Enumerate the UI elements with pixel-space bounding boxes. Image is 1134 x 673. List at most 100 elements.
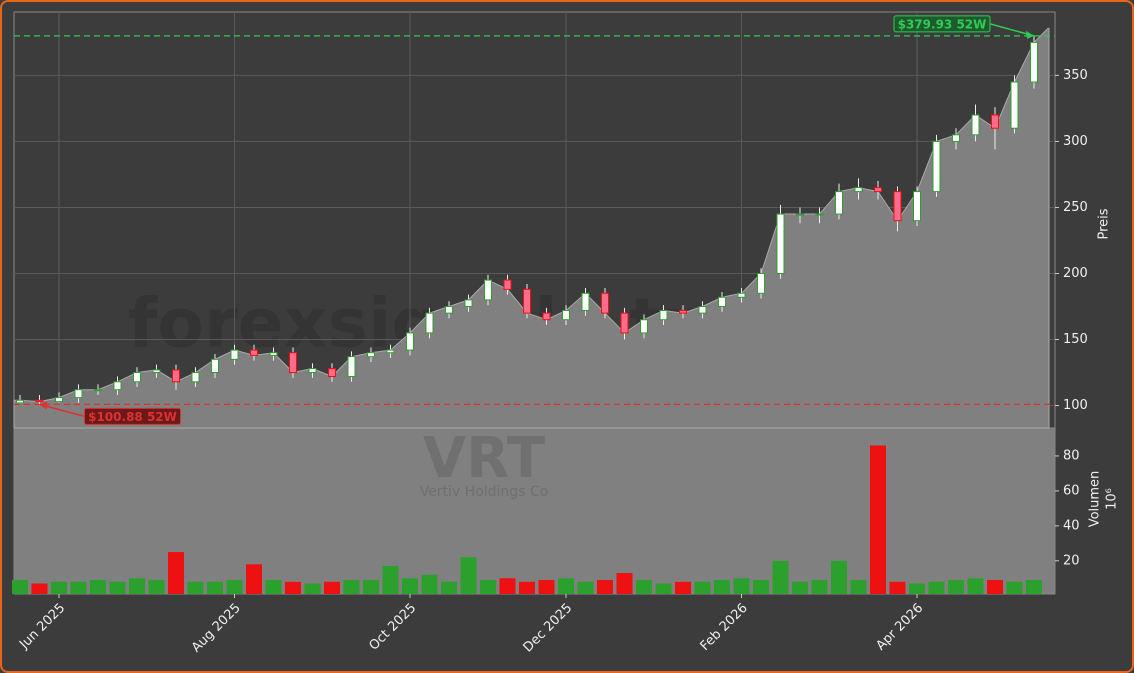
volume-bar (577, 581, 594, 594)
candle-body (562, 309, 570, 321)
annotation-box (893, 15, 991, 33)
volume-bar (12, 580, 28, 594)
volume-bar (70, 581, 87, 594)
candle-body (347, 356, 356, 377)
volume-bar (597, 580, 613, 594)
volume-bar (831, 560, 847, 594)
x-tick-label: Dec 2025 (521, 601, 576, 656)
volume-bar (402, 578, 418, 594)
volume-bar (421, 574, 438, 594)
candle-body (1030, 41, 1038, 83)
candle-body (425, 312, 434, 334)
x-tick-label: Oct 2025 (366, 601, 419, 654)
volume-bar (987, 580, 1003, 594)
candle-body (211, 358, 219, 374)
candle-body (35, 399, 44, 403)
volume-bar (382, 566, 399, 594)
volume-bar (909, 583, 925, 594)
x-tick-label: Apr 2026 (873, 601, 926, 654)
volume-bar (324, 581, 340, 594)
volume-bar (460, 557, 477, 594)
candle-body (94, 389, 102, 392)
candle-body (445, 306, 453, 314)
candle-body (464, 299, 473, 308)
candle-body (367, 352, 375, 358)
y2-tick-label: 60 (1063, 483, 1080, 498)
candle-body (289, 352, 297, 374)
y-tick-label: 300 (1063, 134, 1088, 149)
volume-bar (1006, 581, 1023, 594)
volume-bar (499, 578, 516, 594)
candle-body (191, 372, 200, 383)
candle-body (230, 349, 239, 360)
candle-body (776, 213, 785, 274)
candle-body (971, 114, 980, 136)
volume-bar (207, 581, 223, 594)
y2-axis-label: Volumen (1088, 471, 1103, 528)
candle-body (913, 191, 921, 222)
candle-body (250, 349, 258, 356)
candle-body (1010, 81, 1019, 129)
candle-body (679, 309, 687, 314)
volume-bar (109, 581, 126, 594)
y2-axis-exponent: 10⁶ (1105, 488, 1120, 510)
candle-body (269, 352, 278, 356)
annotation-label: $379.93 52W (898, 17, 987, 31)
volume-bar (148, 580, 165, 594)
volume-bar (694, 581, 711, 594)
volume-bar (480, 580, 496, 594)
volume-bar (636, 580, 652, 594)
candle-body (932, 140, 941, 193)
arrow-head (39, 401, 48, 410)
candle-body (854, 187, 863, 193)
candle-body (328, 368, 336, 377)
volume-bar (889, 581, 906, 594)
candle-body (172, 369, 180, 383)
candle-body (620, 312, 629, 334)
volume-bar (304, 583, 321, 594)
candle-body (640, 319, 648, 334)
annotation: $100.88 52W (39, 401, 181, 425)
volume-bar (187, 581, 204, 594)
volume-bar (928, 581, 945, 594)
y2-tick-label: 20 (1063, 553, 1080, 568)
x-tick-label: Aug 2025 (189, 601, 244, 656)
volume-bar (1026, 580, 1042, 594)
candle-body (308, 368, 317, 374)
y2-tick-label: 80 (1063, 448, 1080, 463)
y-tick-label: 250 (1063, 200, 1088, 215)
volume-bar (246, 564, 262, 594)
candle-body (406, 332, 414, 351)
watermark-company: Vertiv Holdings Co (420, 484, 549, 500)
volume-bar (967, 578, 984, 594)
annotation-box (84, 407, 181, 425)
volume-bar (285, 581, 301, 594)
candle-body (152, 369, 161, 374)
candle-body (698, 306, 707, 314)
volume-bar (850, 580, 867, 594)
volume-bar (31, 583, 48, 594)
candle-body (74, 389, 83, 399)
candle-body (133, 372, 141, 383)
candle-body (16, 399, 24, 404)
candle-body (874, 187, 882, 193)
volume-bar (441, 581, 457, 594)
candle-body (601, 292, 609, 314)
volume-bar (616, 573, 633, 594)
volume-bar (90, 580, 106, 594)
candle-body (737, 292, 746, 298)
candle-body (815, 213, 824, 216)
y-tick-label: 150 (1063, 332, 1088, 347)
annotation: $379.93 52W (893, 15, 1035, 39)
candle-body (659, 309, 668, 321)
y-tick-label: 100 (1063, 398, 1088, 413)
candle-body (718, 296, 726, 308)
y-tick-label: 350 (1063, 68, 1088, 83)
arrow-head (1026, 30, 1034, 39)
volume-bar (363, 580, 379, 594)
candle-body (55, 397, 63, 403)
watermark-ticker: VRT (423, 426, 545, 491)
candle-body (503, 279, 512, 290)
